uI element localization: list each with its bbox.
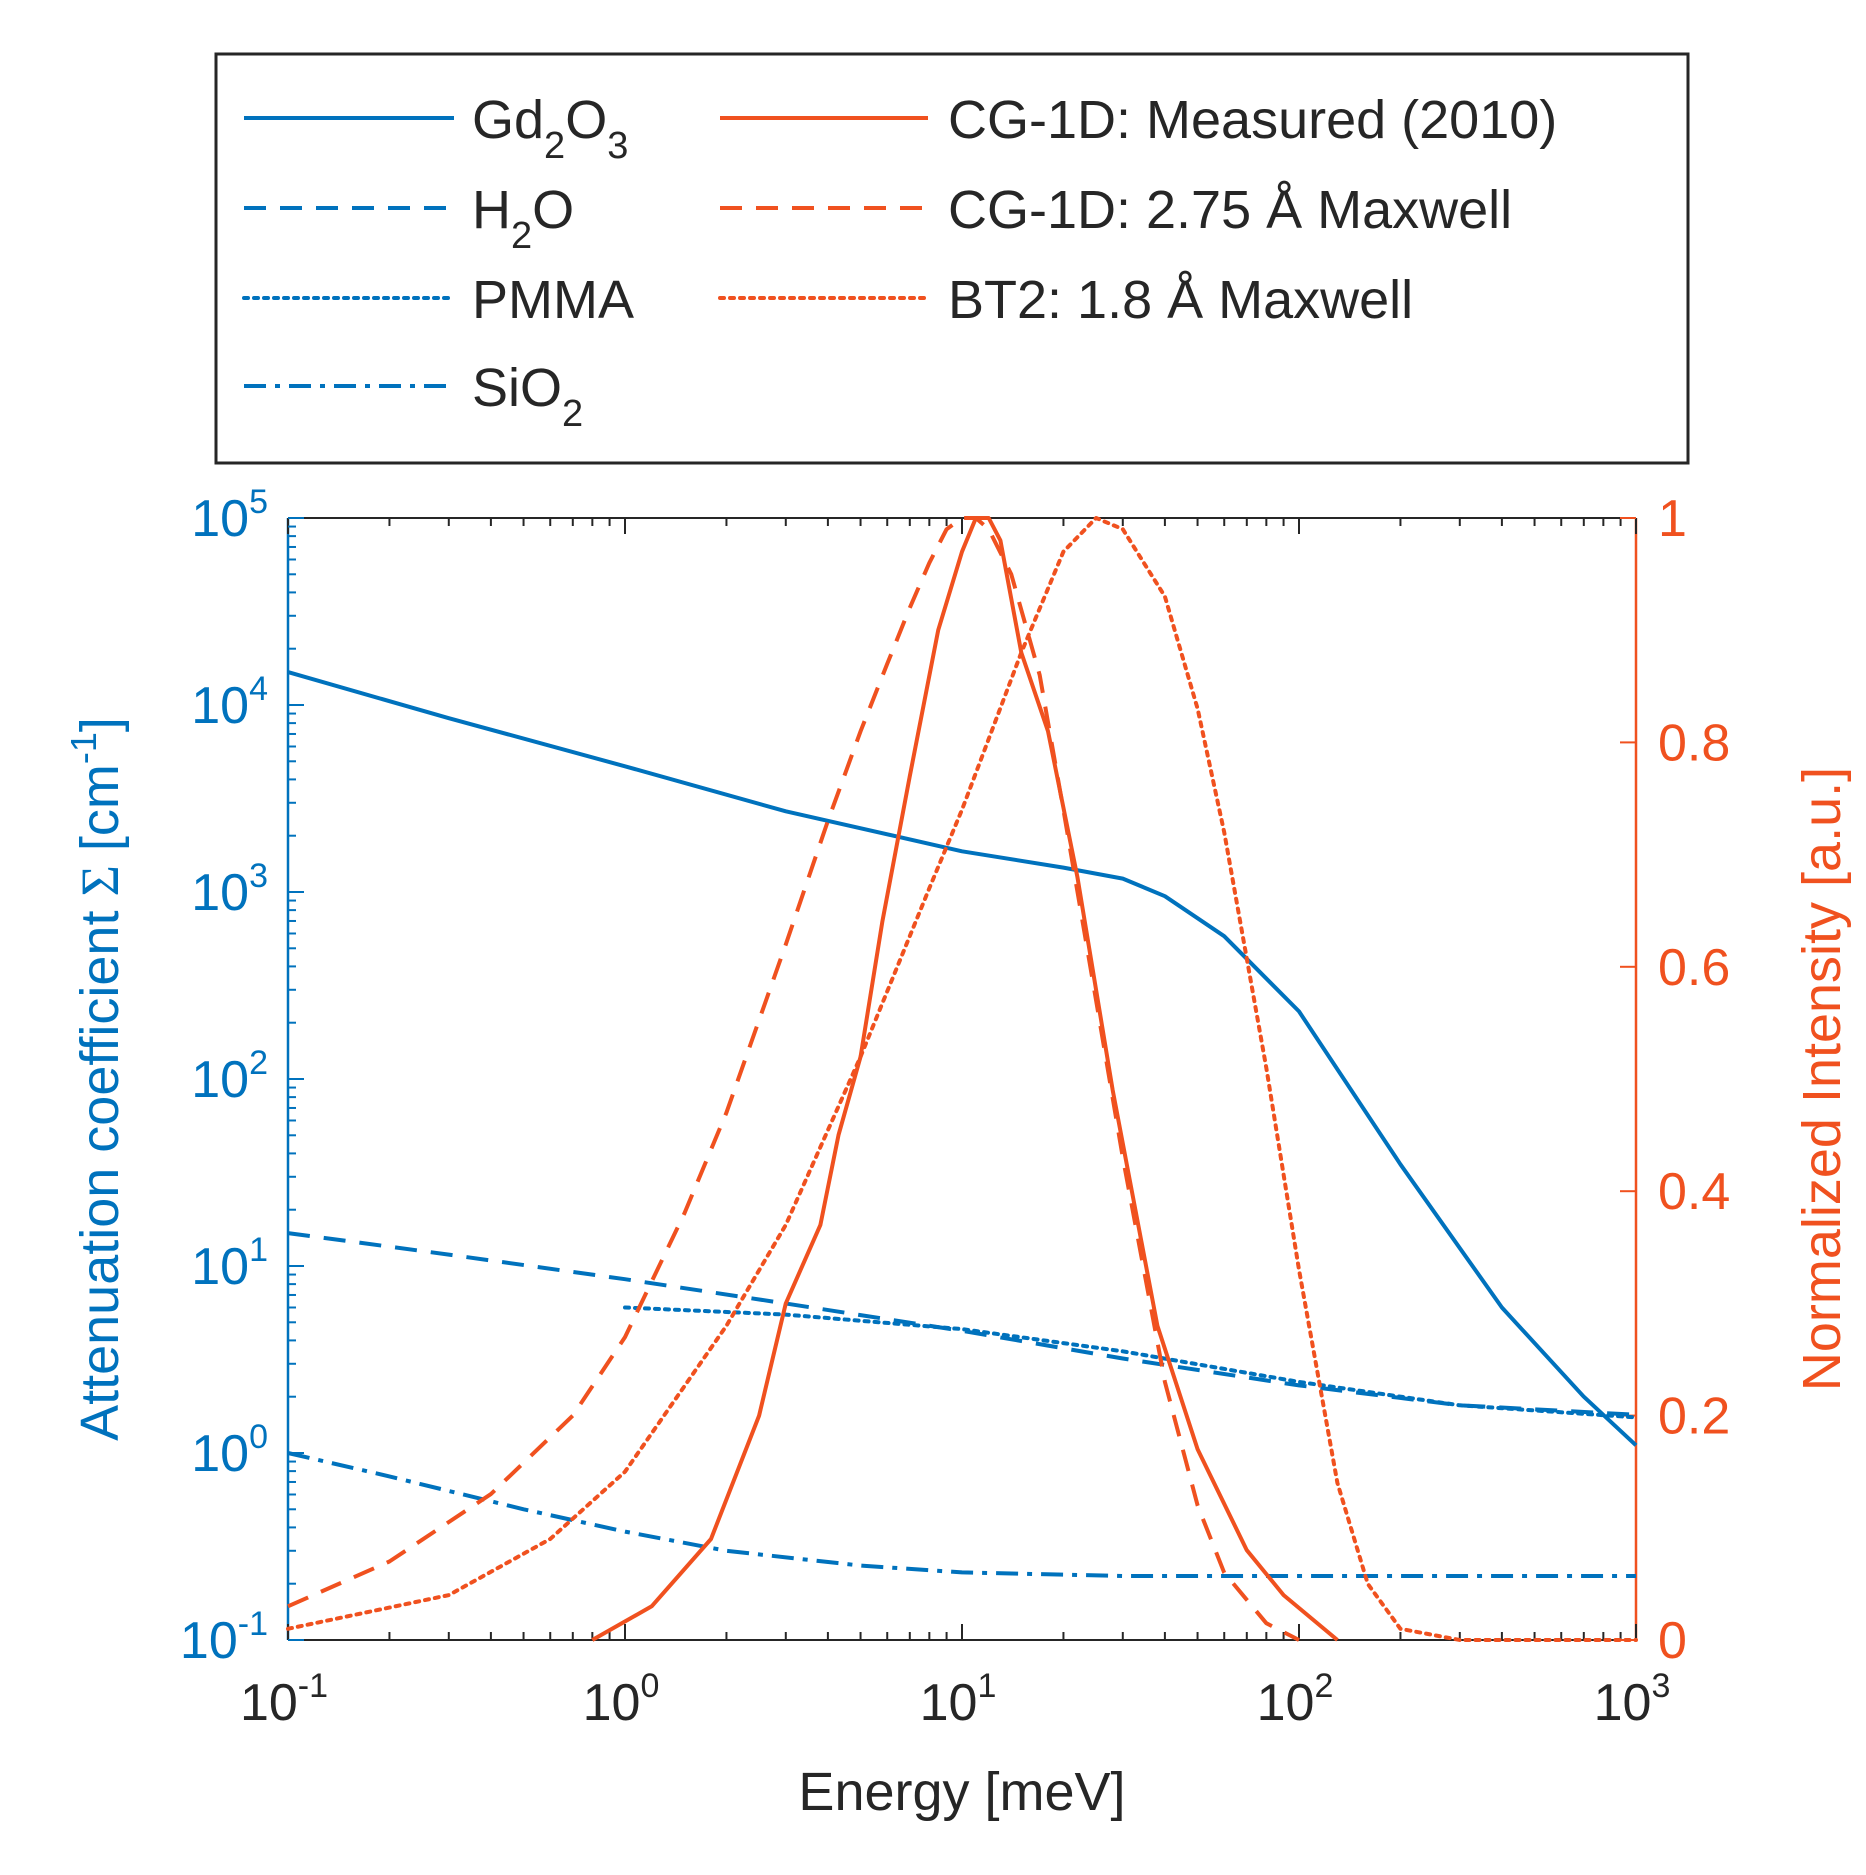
y-left-label-unit-exp: -1	[63, 732, 104, 764]
y-left-tick-label-exp: -1	[238, 1605, 268, 1643]
legend-label-text: SiO	[472, 358, 562, 418]
y-right-tick-label: 0.6	[1658, 939, 1730, 997]
legend-label: Gd2O3	[472, 90, 628, 167]
series-sio2	[287, 1451, 1636, 1578]
legend-label-subscript: 2	[562, 393, 583, 435]
x-tick-label-exp: 2	[1314, 1667, 1333, 1705]
legend-label-text: CG-1D: 2.75 Å Maxwell	[948, 180, 1512, 240]
y-left-tick-label-base: 10	[191, 1051, 249, 1109]
y-left-tick-label-base: 10	[191, 864, 249, 922]
legend-label-text: H	[472, 180, 511, 240]
x-tick-label-exp: -1	[298, 1667, 328, 1705]
legend-label-text: Gd	[472, 90, 544, 150]
legend-box	[214, 52, 1690, 465]
y-left-label-close: ]	[70, 717, 130, 732]
series-cg-1d-measured	[591, 516, 1339, 1642]
legend-label-text: BT2: 1.8 Å Maxwell	[948, 270, 1413, 330]
x-tick-label: 102	[1257, 1667, 1334, 1732]
y-left-tick-label-exp: 3	[249, 857, 268, 895]
x-ticks: 10-1 100 101 102 103	[240, 518, 1670, 1732]
y-right-tick-label: 0.4	[1658, 1163, 1730, 1221]
y-left-tick-label-exp: 4	[249, 670, 268, 708]
x-tick-label-base: 10	[1594, 1674, 1652, 1732]
y-left-tick-label-base: 10	[191, 490, 249, 548]
x-tick-label-exp: 3	[1651, 1667, 1670, 1705]
y-left-tick-label: 10-1	[180, 1605, 268, 1670]
legend-label: CG-1D: Measured (2010)	[948, 90, 1557, 150]
y-left-tick-label-exp: 5	[249, 483, 268, 521]
y-left-tick-label: 104	[191, 670, 268, 735]
y-right-tick-label: 0	[1658, 1612, 1687, 1670]
y-left-label-unit: [cm	[70, 764, 130, 851]
y-left-tick-label-exp: 1	[249, 1231, 268, 1269]
y-left-tick-label: 102	[191, 1044, 268, 1109]
x-tick-label: 101	[920, 1667, 997, 1732]
legend-label: H2O	[472, 180, 574, 257]
legend-label-subscript: 2	[544, 125, 565, 167]
x-tick-label-exp: 0	[640, 1667, 659, 1705]
x-tick-label: 10-1	[240, 1667, 328, 1732]
x-tick-label: 103	[1594, 1667, 1671, 1732]
series-pmma	[623, 1305, 1638, 1420]
legend-label: PMMA	[472, 270, 634, 330]
y-right-tick-label: 0.2	[1658, 1388, 1730, 1446]
x-tick-label-base: 10	[1257, 1674, 1315, 1732]
y-left-tick-label: 100	[191, 1418, 268, 1483]
x-tick-label-base: 10	[240, 1674, 298, 1732]
legend-label-subscript: 2	[511, 215, 532, 257]
x-tick-label-exp: 1	[977, 1667, 996, 1705]
series-gd2o3	[287, 670, 1638, 1447]
y-right-tick-label: 1	[1658, 490, 1687, 548]
y-left-label-symbol: Σ	[70, 865, 130, 896]
y-right-tick-label: 0.8	[1658, 714, 1730, 772]
series-h2o	[287, 1231, 1637, 1417]
series-cg-1d-maxwell	[287, 516, 1300, 1642]
x-tick-label-base: 10	[583, 1674, 641, 1732]
legend-label-text: O	[565, 90, 607, 150]
series-bt2-maxwell	[286, 516, 1638, 1642]
legend-label-text: PMMA	[472, 270, 634, 330]
series-layer	[286, 516, 1638, 1642]
y-right-ticks: 0 0.2 0.4 0.6 0.8 1	[1620, 490, 1730, 1670]
legend-label: CG-1D: 2.75 Å Maxwell	[948, 180, 1512, 240]
y-left-tick-label-base: 10	[180, 1612, 238, 1670]
y-right-axis-label: Normalized Intensity [a.u.]	[1792, 767, 1852, 1391]
y-left-tick-label: 101	[191, 1231, 268, 1296]
legend-label-subscript: 3	[607, 125, 628, 167]
y-left-tick-label-base: 10	[191, 677, 249, 735]
y-left-tick-label-exp: 2	[249, 1044, 268, 1082]
y-left-tick-label: 105	[191, 483, 268, 548]
y-left-tick-label: 103	[191, 857, 268, 922]
y-left-axis-label: Attenuation coefficient Σ [cm-1]	[63, 717, 130, 1441]
x-axis-label: Energy [meV]	[798, 1762, 1125, 1822]
y-left-label-pre: Attenuation coefficient	[70, 911, 130, 1441]
y-left-tick-label-exp: 0	[249, 1418, 268, 1456]
legend-label: SiO2	[472, 358, 583, 435]
legend-label: BT2: 1.8 Å Maxwell	[948, 270, 1413, 330]
x-tick-label-base: 10	[920, 1674, 978, 1732]
y-left-tick-label-base: 10	[191, 1238, 249, 1296]
y-left-tick-label-base: 10	[191, 1425, 249, 1483]
legend-label-text: CG-1D: Measured (2010)	[948, 90, 1557, 150]
x-tick-label: 100	[583, 1667, 660, 1732]
legend-label-text: O	[532, 180, 574, 240]
